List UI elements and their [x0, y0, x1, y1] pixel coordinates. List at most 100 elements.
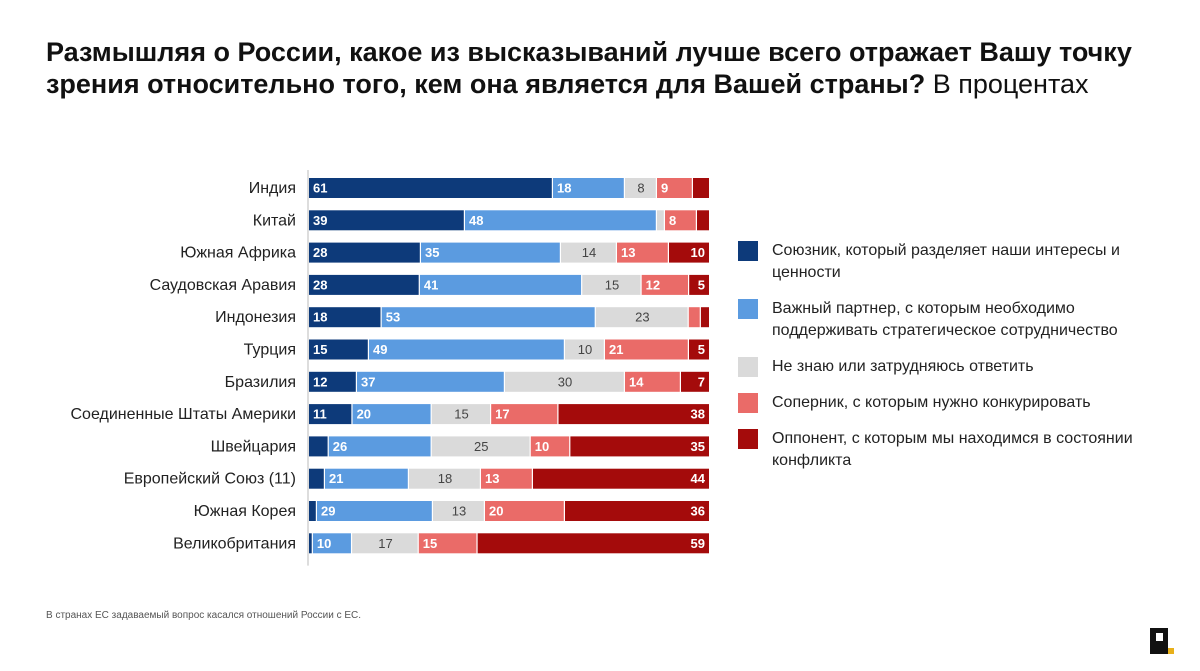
chart-title: Размышляя о России, какое из высказывани…	[46, 36, 1146, 100]
legend-item: Не знаю или затрудняюсь ответить	[738, 356, 1168, 378]
legend-label: Соперник, с которым нужно конкурировать	[772, 394, 1091, 411]
bar-segment	[481, 468, 532, 489]
category-label: Турция	[244, 342, 296, 359]
data-label: 10	[535, 439, 549, 454]
data-label: 41	[424, 277, 438, 292]
bar-segment	[409, 468, 480, 489]
category-label: Китай	[253, 212, 296, 229]
data-label: 8	[637, 181, 644, 196]
bar-segment	[309, 404, 352, 425]
data-label: 25	[474, 439, 488, 454]
data-label: 35	[425, 245, 439, 260]
data-label: 48	[469, 213, 483, 228]
category-label: Южная Африка	[180, 245, 296, 262]
bar-segment	[700, 307, 709, 328]
data-label: 30	[558, 374, 572, 389]
data-label: 21	[329, 471, 343, 486]
category-label: Европейский Союз (11)	[124, 471, 296, 488]
legend-swatch	[738, 357, 758, 377]
bar-segment	[309, 307, 381, 328]
bar-segment	[309, 501, 316, 521]
legend-item: Союзник, который разделяет наши интересы…	[738, 240, 1168, 284]
category-label: Соединенные Штаты Америки	[71, 406, 297, 423]
category-label: Великобритания	[173, 535, 296, 552]
bar-segment	[309, 178, 552, 198]
bar-segment	[431, 436, 530, 457]
data-label: 20	[489, 504, 503, 519]
legend-swatch	[738, 299, 758, 319]
data-label: 14	[629, 374, 644, 389]
data-label: 36	[691, 504, 705, 519]
data-label: 28	[313, 245, 327, 260]
bar-segment	[309, 242, 420, 263]
bar-segment	[689, 339, 709, 360]
bar-segment	[309, 210, 464, 231]
category-label: Саудовская Аравия	[150, 277, 296, 294]
bar-segment	[565, 339, 604, 360]
data-label: 13	[621, 245, 635, 260]
bar-segment	[381, 307, 595, 328]
data-label: 15	[605, 277, 619, 292]
bar-segment	[431, 404, 490, 425]
bar-segment	[485, 501, 564, 521]
data-label: 15	[423, 536, 437, 551]
bar-segment	[582, 274, 641, 295]
footnote: В странах ЕС задаваемый вопрос касался о…	[46, 610, 362, 621]
data-label: 8	[669, 213, 676, 228]
bar-segment	[565, 501, 709, 521]
bar-segment	[530, 436, 570, 457]
data-label: 37	[361, 374, 375, 389]
data-label: 15	[313, 342, 327, 357]
logo-counter	[1156, 633, 1163, 641]
data-label: 35	[691, 439, 705, 454]
logo-accent	[1168, 648, 1174, 654]
bar-segment	[617, 242, 668, 263]
bar-segment	[505, 371, 624, 392]
bar-segment	[309, 533, 312, 554]
data-label: 49	[373, 342, 387, 357]
legend-item: Соперник, с которым нужно конкурировать	[738, 392, 1168, 414]
data-label: 9	[661, 181, 668, 196]
data-label: 61	[313, 181, 327, 196]
data-label: 38	[691, 407, 705, 422]
bar-segment	[421, 242, 560, 263]
legend: Союзник, который разделяет наши интересы…	[738, 240, 1168, 486]
bar-segment	[309, 339, 368, 360]
bar-segment	[641, 274, 688, 295]
data-label: 10	[691, 245, 705, 260]
brand-logo	[1150, 628, 1174, 654]
data-label: 12	[646, 277, 660, 292]
bar-segment	[595, 307, 688, 328]
data-label: 17	[495, 407, 509, 422]
category-label: Индия	[249, 180, 296, 197]
bar-segment	[625, 178, 656, 198]
legend-label: Союзник, который разделяет наши интересы…	[772, 242, 1120, 281]
bar-segment	[657, 210, 664, 231]
data-label: 11	[313, 407, 327, 422]
bar-segment	[433, 501, 484, 521]
bar-segment	[477, 533, 709, 554]
data-label: 18	[557, 181, 571, 196]
data-label: 28	[313, 277, 327, 292]
data-label: 59	[691, 536, 705, 551]
bar-segment	[669, 242, 709, 263]
data-label: 17	[378, 536, 392, 551]
data-label: 20	[357, 407, 371, 422]
bar-segment	[657, 178, 692, 198]
bar-segment	[317, 501, 432, 521]
data-label: 39	[313, 213, 327, 228]
bar-segment	[697, 210, 709, 231]
bar-segment	[688, 307, 700, 328]
category-label: Швейцария	[211, 438, 296, 455]
bar-segment	[369, 339, 564, 360]
bar-segment	[533, 468, 709, 489]
category-label: Южная Корея	[194, 503, 296, 520]
data-label: 23	[635, 310, 649, 325]
legend-swatch	[738, 429, 758, 449]
data-label: 10	[578, 342, 592, 357]
category-label: Бразилия	[225, 374, 296, 391]
bar-segment	[419, 274, 582, 295]
bar-segment	[309, 436, 328, 457]
data-label: 5	[698, 342, 705, 357]
bar-segment	[465, 210, 656, 231]
